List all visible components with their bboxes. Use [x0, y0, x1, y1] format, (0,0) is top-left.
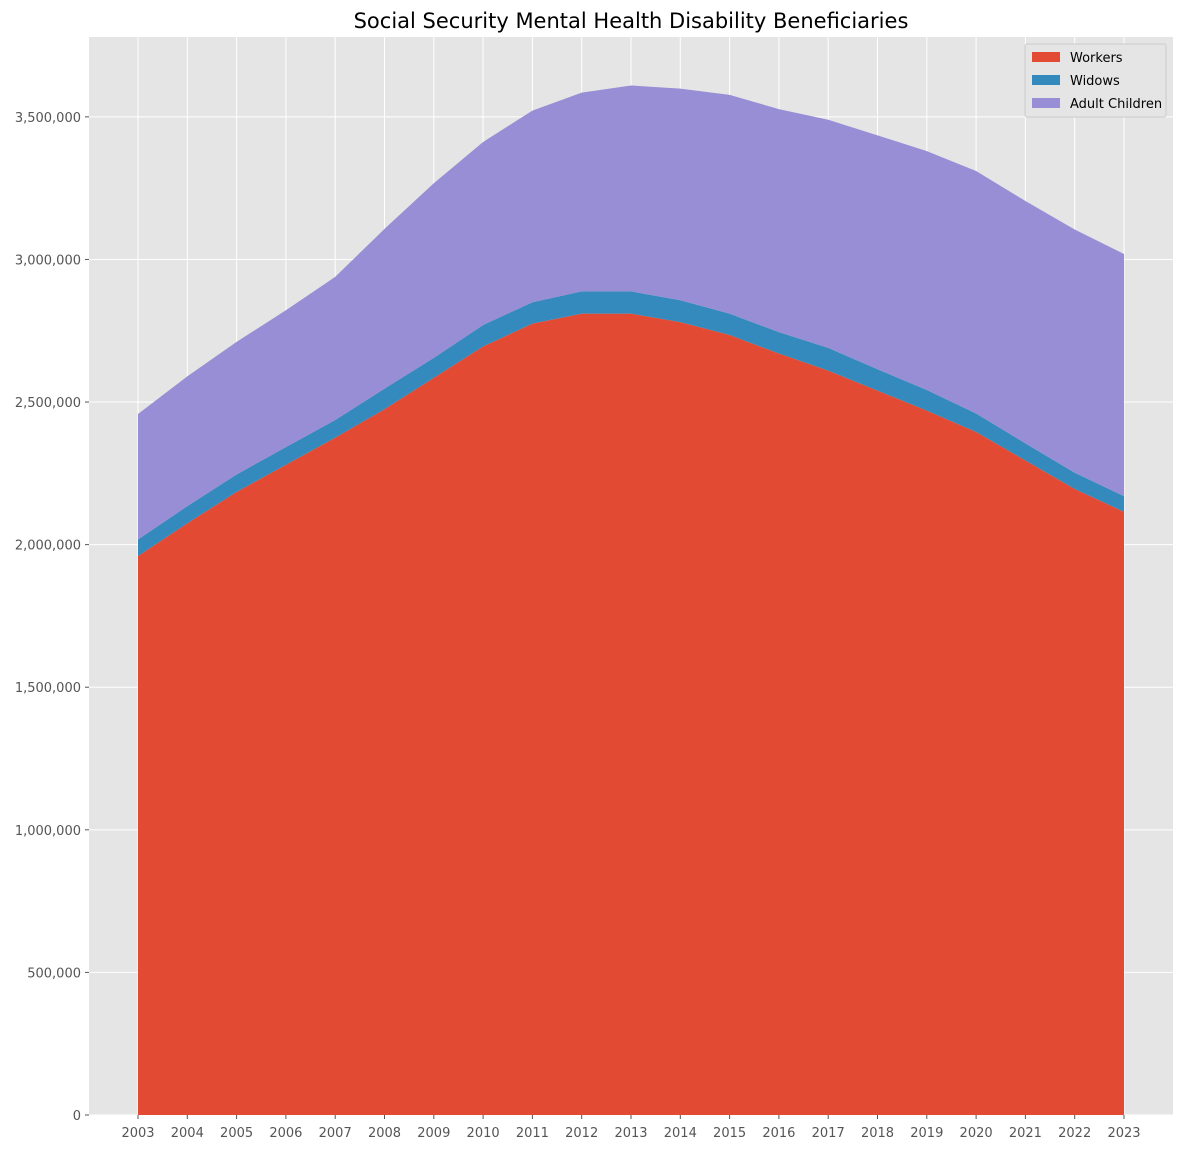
y-tick-label: 3,000,000	[15, 253, 81, 268]
x-tick-label: 2022	[1058, 1126, 1091, 1141]
x-tick-label: 2014	[664, 1126, 697, 1141]
x-axis: 2003 2004 2005 2006 2007 2008 2009 2010 2011 2012…	[121, 1115, 1141, 1141]
legend-swatch-workers	[1032, 52, 1060, 62]
x-tick-label: 2019	[910, 1126, 943, 1141]
y-tick-label: 1,500,000	[15, 681, 81, 696]
x-tick-label: 2009	[417, 1126, 450, 1141]
x-tick-label: 2008	[368, 1126, 401, 1141]
legend: Workers Widows Adult Children	[1024, 43, 1167, 118]
x-tick-label: 2011	[516, 1126, 549, 1141]
x-tick-label: 2023	[1107, 1126, 1140, 1141]
legend-swatch-widows	[1032, 75, 1060, 85]
y-tick-label: 2,000,000	[15, 539, 81, 554]
x-tick-label: 2005	[220, 1126, 253, 1141]
x-tick-label: 2006	[269, 1126, 302, 1141]
x-tick-label: 2007	[319, 1126, 352, 1141]
x-tick-label: 2018	[861, 1126, 894, 1141]
legend-frame	[1024, 43, 1167, 118]
y-tick-label: 1,000,000	[15, 824, 81, 839]
y-axis: 0 500,000 1,000,000 1,500,000 2,000,000 2,500…	[15, 111, 89, 1124]
y-tick-label: 500,000	[27, 966, 81, 981]
y-tick-label: 0	[73, 1109, 81, 1124]
legend-label-widows: Widows	[1070, 74, 1120, 89]
x-tick-label: 2010	[467, 1126, 500, 1141]
area-adult-children	[138, 85, 1124, 540]
chart-title: Social Security Mental Health Disability…	[354, 9, 909, 33]
area-workers	[138, 313, 1124, 1115]
legend-label-adult-children: Adult Children	[1070, 97, 1162, 112]
x-tick-label: 2015	[713, 1126, 746, 1141]
x-tick-label: 2013	[614, 1126, 647, 1141]
x-tick-label: 2004	[171, 1126, 204, 1141]
area-widows	[138, 291, 1124, 557]
y-tick-label: 2,500,000	[15, 396, 81, 411]
x-tick-label: 2021	[1009, 1126, 1042, 1141]
x-tick-label: 2003	[121, 1126, 154, 1141]
x-tick-label: 2017	[812, 1126, 845, 1141]
legend-label-workers: Workers	[1070, 51, 1123, 66]
x-tick-label: 2012	[565, 1126, 598, 1141]
y-tick-label: 3,500,000	[15, 111, 81, 126]
x-tick-label: 2020	[960, 1126, 993, 1141]
legend-swatch-adult-children	[1032, 98, 1060, 108]
x-tick-label: 2016	[762, 1126, 795, 1141]
area-series-group	[138, 85, 1124, 1115]
